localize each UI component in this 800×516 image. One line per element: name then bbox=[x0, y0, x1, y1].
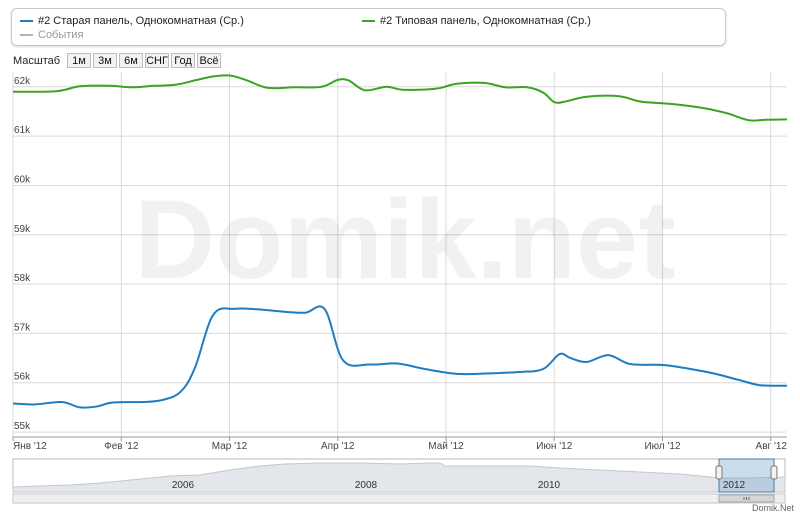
legend: #2 Старая панель, Однокомнатная (Ср.) #2… bbox=[11, 8, 726, 46]
x-tick-label: Июн '12 bbox=[536, 441, 572, 452]
legend-swatch-events bbox=[20, 34, 33, 37]
x-tick-label: Фев '12 bbox=[104, 441, 139, 452]
y-tick-label: 56k bbox=[14, 372, 31, 383]
y-tick-label: 60k bbox=[14, 174, 31, 185]
legend-item-standard-panel[interactable]: #2 Типовая панель, Однокомнатная (Ср.) bbox=[362, 15, 591, 27]
navigator-handle-left[interactable] bbox=[715, 465, 723, 480]
x-axis-ticks: Янв '12 Фев '12 Мар '12 Апр '12 Май '12 Июн '… bbox=[12, 437, 788, 452]
zoom-button-3m[interactable]: 3м bbox=[93, 53, 117, 68]
y-tick-label: 62k bbox=[14, 76, 31, 87]
x-tick-label: Мар '12 bbox=[212, 441, 248, 452]
x-tick-label: Авг '12 bbox=[756, 441, 788, 452]
watermark-text: Domik.net bbox=[134, 177, 675, 302]
series-line-standard-panel[interactable] bbox=[12, 74, 788, 122]
y-tick-label: 58k bbox=[14, 273, 31, 284]
legend-swatch-old-panel bbox=[20, 20, 33, 23]
y-tick-label: 55k bbox=[14, 421, 31, 432]
zoom-button-6m[interactable]: 6м bbox=[119, 53, 143, 68]
legend-item-old-panel[interactable]: #2 Старая панель, Однокомнатная (Ср.) bbox=[20, 15, 244, 27]
series-line-old-panel[interactable] bbox=[12, 305, 788, 409]
credit-text: Domik.Net bbox=[751, 503, 794, 513]
legend-label-old-panel: #2 Старая панель, Однокомнатная (Ср.) bbox=[38, 15, 244, 27]
zoom-button-all[interactable]: Всё bbox=[197, 53, 221, 68]
y-axis-ticks: 55k 56k 57k 58k 59k 60k 61k 62k bbox=[14, 76, 31, 432]
legend-label-events: События bbox=[38, 29, 84, 41]
series-lines bbox=[12, 74, 788, 409]
legend-label-standard-panel: #2 Типовая панель, Однокомнатная (Ср.) bbox=[380, 15, 591, 27]
zoom-button-1m[interactable]: 1м bbox=[67, 53, 91, 68]
grid bbox=[12, 72, 787, 437]
legend-item-events[interactable]: События bbox=[20, 29, 83, 41]
navigator-year-2006: 2006 bbox=[172, 480, 195, 491]
zoom-button-ytd[interactable]: СНГ bbox=[145, 53, 169, 68]
navigator-handle-right[interactable] bbox=[770, 465, 778, 480]
x-tick-label: Янв '12 bbox=[13, 441, 47, 452]
y-tick-label: 57k bbox=[14, 322, 31, 333]
navigator-scrollbar[interactable] bbox=[12, 493, 786, 504]
y-tick-label: 59k bbox=[14, 224, 31, 235]
navigator-year-2010: 2010 bbox=[538, 480, 561, 491]
x-tick-label: Апр '12 bbox=[321, 441, 355, 452]
legend-swatch-standard-panel bbox=[362, 20, 375, 23]
scrollbar-grip-icon bbox=[743, 497, 750, 500]
zoom-button-year[interactable]: Год bbox=[171, 53, 195, 68]
x-tick-label: Июл '12 bbox=[644, 441, 681, 452]
navigator-area bbox=[12, 462, 786, 493]
navigator[interactable]: 2006 2008 2010 2012 bbox=[12, 458, 786, 504]
x-tick-label: Май '12 bbox=[428, 441, 464, 452]
y-tick-label: 61k bbox=[14, 125, 31, 136]
zoom-label: Масштаб bbox=[13, 55, 61, 67]
navigator-year-2008: 2008 bbox=[355, 480, 378, 491]
navigator-year-2012: 2012 bbox=[723, 480, 746, 491]
